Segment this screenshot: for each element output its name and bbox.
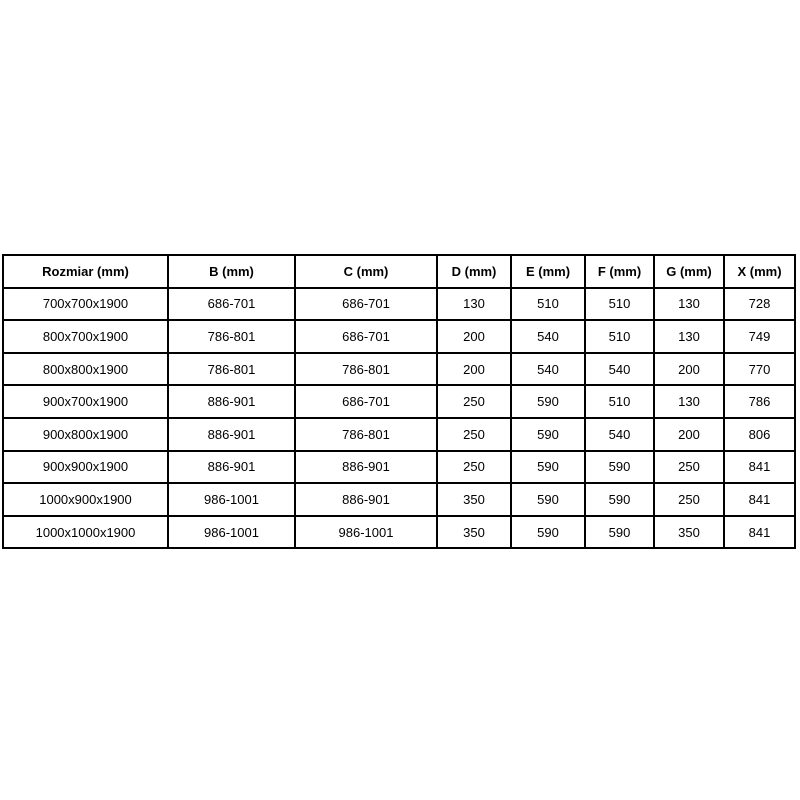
table-cell: 700x700x1900	[2, 286, 169, 322]
table-header: Rozmiar (mm) B (mm) C (mm) D (mm) E (mm) F (m…	[2, 254, 796, 289]
table-cell: 841	[723, 514, 796, 550]
table-cell: 540	[510, 319, 586, 354]
table-cell: 130	[653, 384, 725, 419]
table-cell: 886-901	[294, 449, 438, 485]
table-cell: 786-801	[167, 319, 296, 354]
table-cell: 686-701	[294, 384, 438, 419]
table-cell: 986-1001	[167, 482, 296, 517]
table-cell: 540	[584, 416, 655, 452]
table-cell: 510	[584, 286, 655, 322]
table-cell: 540	[510, 351, 586, 387]
table-cell: 900x700x1900	[2, 384, 169, 419]
table-cell: 800x800x1900	[2, 351, 169, 387]
column-header: D (mm)	[436, 254, 512, 289]
table-cell: 590	[584, 449, 655, 485]
table-cell: 130	[653, 319, 725, 354]
table-cell: 786-801	[294, 351, 438, 387]
table-cell: 786-801	[294, 416, 438, 452]
table-row: 1000x1000x1900 986-1001 986-1001 350 590 590 3…	[2, 514, 796, 550]
column-header: E (mm)	[510, 254, 586, 289]
table-cell: 200	[436, 319, 512, 354]
table-cell: 250	[436, 384, 512, 419]
table-cell: 250	[653, 482, 725, 517]
column-header: C (mm)	[294, 254, 438, 289]
table-cell: 590	[510, 514, 586, 550]
table-cell: 130	[653, 286, 725, 322]
table-row: 1000x900x1900 986-1001 886-901 350 590 590 250…	[2, 482, 796, 517]
table-cell: 350	[653, 514, 725, 550]
table-cell: 786	[723, 384, 796, 419]
table-cell: 510	[510, 286, 586, 322]
table-cell: 749	[723, 319, 796, 354]
table-cell: 986-1001	[167, 514, 296, 550]
table-row: 900x700x1900 886-901 686-701 250 590 510 130 78…	[2, 384, 796, 419]
table-cell: 590	[584, 482, 655, 517]
dimensions-table: Rozmiar (mm) B (mm) C (mm) D (mm) E (mm) F (m…	[2, 254, 796, 550]
table-row: 800x800x1900 786-801 786-801 200 540 540 200 77…	[2, 351, 796, 387]
table-cell: 1000x1000x1900	[2, 514, 169, 550]
table-cell: 770	[723, 351, 796, 387]
table-cell: 786-801	[167, 351, 296, 387]
column-header: B (mm)	[167, 254, 296, 289]
table-header-row: Rozmiar (mm) B (mm) C (mm) D (mm) E (mm) F (m…	[2, 254, 796, 289]
table-row: 700x700x1900 686-701 686-701 130 510 510 130 72…	[2, 286, 796, 322]
table-row: 900x800x1900 886-901 786-801 250 590 540 200 80…	[2, 416, 796, 452]
table-cell: 590	[510, 449, 586, 485]
table-cell: 540	[584, 351, 655, 387]
table-cell: 686-701	[294, 319, 438, 354]
table-cell: 130	[436, 286, 512, 322]
table-cell: 250	[436, 416, 512, 452]
column-header: X (mm)	[723, 254, 796, 289]
table-cell: 841	[723, 449, 796, 485]
table-cell: 200	[436, 351, 512, 387]
table-cell: 800x700x1900	[2, 319, 169, 354]
table-cell: 728	[723, 286, 796, 322]
table-cell: 986-1001	[294, 514, 438, 550]
table-cell: 350	[436, 482, 512, 517]
table-cell: 886-901	[167, 449, 296, 485]
table-cell: 200	[653, 351, 725, 387]
column-header: Rozmiar (mm)	[2, 254, 169, 289]
table-cell: 200	[653, 416, 725, 452]
table-cell: 350	[436, 514, 512, 550]
table-body: 700x700x1900 686-701 686-701 130 510 510 130 72…	[2, 286, 796, 550]
table-cell: 250	[653, 449, 725, 485]
table-cell: 886-901	[294, 482, 438, 517]
column-header: F (mm)	[584, 254, 655, 289]
table-cell: 590	[510, 482, 586, 517]
table-cell: 510	[584, 384, 655, 419]
table-cell: 900x800x1900	[2, 416, 169, 452]
table-cell: 806	[723, 416, 796, 452]
table-cell: 250	[436, 449, 512, 485]
table-row: 900x900x1900 886-901 886-901 250 590 590 250 84…	[2, 449, 796, 485]
table-cell: 686-701	[167, 286, 296, 322]
table-cell: 900x900x1900	[2, 449, 169, 485]
table-cell: 1000x900x1900	[2, 482, 169, 517]
table-cell: 886-901	[167, 416, 296, 452]
table-cell: 590	[584, 514, 655, 550]
column-header: G (mm)	[653, 254, 725, 289]
table-cell: 841	[723, 482, 796, 517]
table-cell: 886-901	[167, 384, 296, 419]
table-row: 800x700x1900 786-801 686-701 200 540 510 130 74…	[2, 319, 796, 354]
table-cell: 686-701	[294, 286, 438, 322]
table-cell: 510	[584, 319, 655, 354]
table-cell: 590	[510, 416, 586, 452]
table-cell: 590	[510, 384, 586, 419]
